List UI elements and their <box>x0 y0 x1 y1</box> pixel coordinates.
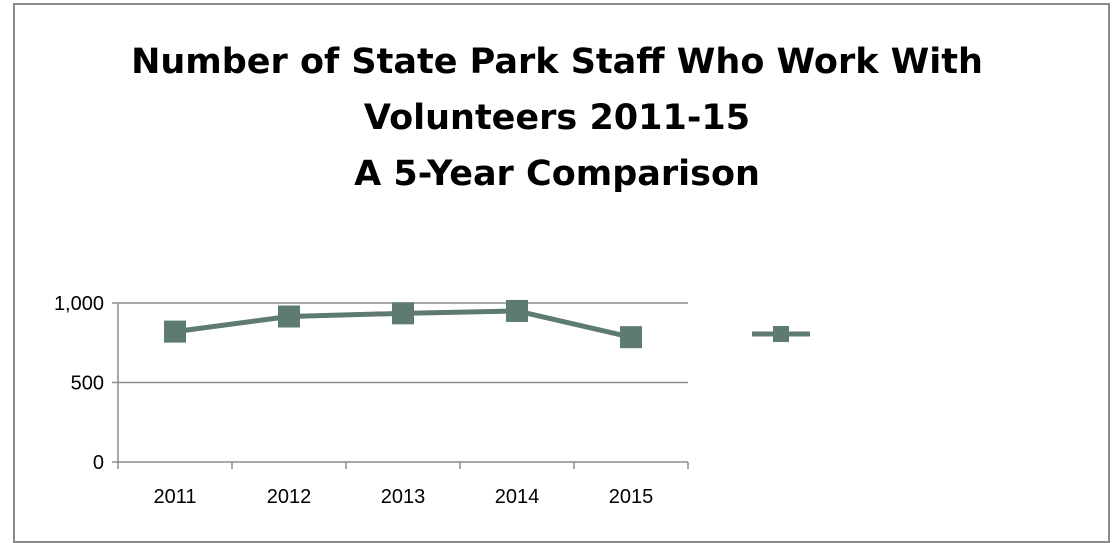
y-tick-label: 0 <box>93 452 104 474</box>
line-chart: 0 500 1,000 2011 2012 2013 2014 2015 <box>54 293 810 508</box>
chart-frame <box>13 3 1110 543</box>
y-tick-label: 500 <box>71 373 104 395</box>
x-tick-label-2012: 2012 <box>267 486 312 508</box>
data-point-2011 <box>164 320 186 343</box>
y-tick-label: 1,000 <box>54 293 104 315</box>
x-tick-label-2014: 2014 <box>495 486 540 508</box>
chart-title-line-2: Volunteers 2011-15 <box>363 98 751 138</box>
chart-title-line-3: A 5-Year Comparison <box>354 154 760 194</box>
x-tick-label-2013: 2013 <box>381 486 426 508</box>
chart-title: Number of State Park Staff Who Work With… <box>0 34 1114 202</box>
data-point-2015 <box>620 326 642 349</box>
data-point-2014 <box>506 299 528 322</box>
data-point-2013 <box>392 302 414 325</box>
data-point-2012 <box>278 305 300 328</box>
legend-marker-swatch <box>773 326 789 342</box>
x-tick-label-2015: 2015 <box>609 486 654 508</box>
x-tick-label-2011: 2011 <box>153 486 196 508</box>
chart-title-line-1: Number of State Park Staff Who Work With <box>131 42 983 82</box>
